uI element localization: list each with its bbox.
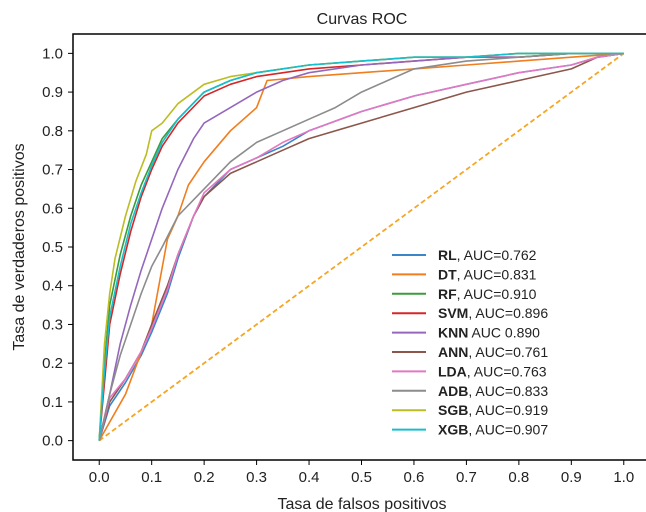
x-tick-label: 0.1 bbox=[141, 469, 162, 486]
legend-auc-value: , AUC=0.761 bbox=[468, 344, 548, 360]
x-tick-label: 1.0 bbox=[613, 469, 634, 486]
y-tick-label: 0.2 bbox=[42, 355, 63, 372]
y-tick-label: 0.8 bbox=[42, 123, 63, 140]
y-tick-label: 0.4 bbox=[42, 278, 63, 295]
chance-diagonal bbox=[98, 52, 625, 442]
legend-series-name: DT bbox=[438, 266, 457, 282]
x-tick-label: 0.9 bbox=[561, 469, 582, 486]
roc-line-dt bbox=[98, 52, 624, 441]
x-tick-label: 0.7 bbox=[456, 469, 477, 486]
legend-label: XGB, AUC=0.907 bbox=[438, 422, 548, 438]
legend-auc-value: , AUC=0.919 bbox=[468, 402, 548, 418]
x-tick-label: 0.3 bbox=[246, 469, 267, 486]
legend-auc-value: , AUC=0.762 bbox=[457, 247, 537, 263]
y-tick-label: 0.7 bbox=[42, 162, 63, 179]
legend-auc-value: , AUC=0.896 bbox=[468, 305, 548, 321]
legend-auc-value: AUC 0.890 bbox=[468, 325, 540, 341]
legend-item-sgb: SGB, AUC=0.919 bbox=[392, 402, 548, 418]
y-axis-ticks: 0.0 0.1 0.2 0.3 0.4 0.5 0.6 0.7 0.8 0.9 1.0 bbox=[42, 45, 73, 450]
legend-item-dt: DT, AUC=0.831 bbox=[392, 266, 537, 282]
x-tick-label: 0.0 bbox=[89, 469, 110, 486]
legend-item-rf: RF, AUC=0.910 bbox=[392, 286, 537, 302]
legend-label: SVM, AUC=0.896 bbox=[438, 305, 548, 321]
legend-item-svm: SVM, AUC=0.896 bbox=[392, 305, 548, 321]
legend-label: RL, AUC=0.762 bbox=[438, 247, 537, 263]
x-tick-label: 0.2 bbox=[194, 469, 215, 486]
y-tick-label: 0.0 bbox=[42, 433, 63, 450]
legend-item-lda: LDA, AUC=0.763 bbox=[392, 363, 547, 379]
x-axis-title: Tasa de falsos positivos bbox=[278, 496, 447, 512]
legend-auc-value: , AUC=0.910 bbox=[457, 286, 537, 302]
x-tick-label: 0.4 bbox=[299, 469, 320, 486]
roc-line-lda bbox=[98, 52, 624, 441]
legend-auc-value: , AUC=0.907 bbox=[468, 422, 548, 438]
x-tick-label: 0.5 bbox=[351, 469, 372, 486]
legend-item-ann: ANN, AUC=0.761 bbox=[392, 344, 548, 360]
legend-label: LDA, AUC=0.763 bbox=[438, 363, 547, 379]
y-tick-label: 0.9 bbox=[42, 84, 63, 101]
legend-series-name: XGB bbox=[438, 422, 468, 438]
legend-auc-value: , AUC=0.763 bbox=[467, 363, 547, 379]
plot-area: 0.0 0.1 0.2 0.3 0.4 0.5 0.6 0.7 0.8 0.9 1.0 0.0 0.1… bbox=[42, 33, 646, 486]
y-tick-label: 0.5 bbox=[42, 239, 63, 256]
legend-auc-value: , AUC=0.831 bbox=[457, 266, 537, 282]
legend-label: RF, AUC=0.910 bbox=[438, 286, 537, 302]
legend-series-name: ANN bbox=[438, 344, 468, 360]
legend-label: ADB, AUC=0.833 bbox=[438, 383, 548, 399]
y-tick-label: 0.1 bbox=[42, 394, 63, 411]
legend-auc-value: , AUC=0.833 bbox=[468, 383, 548, 399]
series-lines bbox=[98, 52, 624, 441]
legend-series-name: SGB bbox=[438, 402, 468, 418]
roc-line-xgb bbox=[98, 52, 624, 441]
legend-series-name: LDA bbox=[438, 363, 467, 379]
y-tick-label: 0.6 bbox=[42, 200, 63, 217]
legend-item-xgb: XGB, AUC=0.907 bbox=[392, 422, 548, 438]
y-tick-label: 0.3 bbox=[42, 316, 63, 333]
roc-line-adb bbox=[98, 52, 624, 441]
legend-item-adb: ADB, AUC=0.833 bbox=[392, 383, 548, 399]
x-tick-label: 0.8 bbox=[508, 469, 529, 486]
legend-label: SGB, AUC=0.919 bbox=[438, 402, 548, 418]
legend-label: DT, AUC=0.831 bbox=[438, 266, 537, 282]
legend-item-knn: KNN AUC 0.890 bbox=[392, 325, 540, 341]
y-tick-label: 1.0 bbox=[42, 45, 63, 62]
legend-series-name: RF bbox=[438, 286, 457, 302]
legend-label: KNN AUC 0.890 bbox=[438, 325, 540, 341]
legend-series-name: KNN bbox=[438, 325, 468, 341]
legend-series-name: ADB bbox=[438, 383, 468, 399]
legend-item-rl: RL, AUC=0.762 bbox=[392, 247, 537, 263]
legend-series-name: RL bbox=[438, 247, 457, 263]
y-axis-title: Tasa de verdaderos positivos bbox=[11, 143, 28, 350]
legend-label: ANN, AUC=0.761 bbox=[438, 344, 548, 360]
x-tick-label: 0.6 bbox=[404, 469, 425, 486]
legend-series-name: SVM bbox=[438, 305, 468, 321]
chart-title: Curvas ROC bbox=[317, 11, 408, 28]
x-axis-ticks: 0.0 0.1 0.2 0.3 0.4 0.5 0.6 0.7 0.8 0.9 1.0 bbox=[89, 460, 634, 486]
